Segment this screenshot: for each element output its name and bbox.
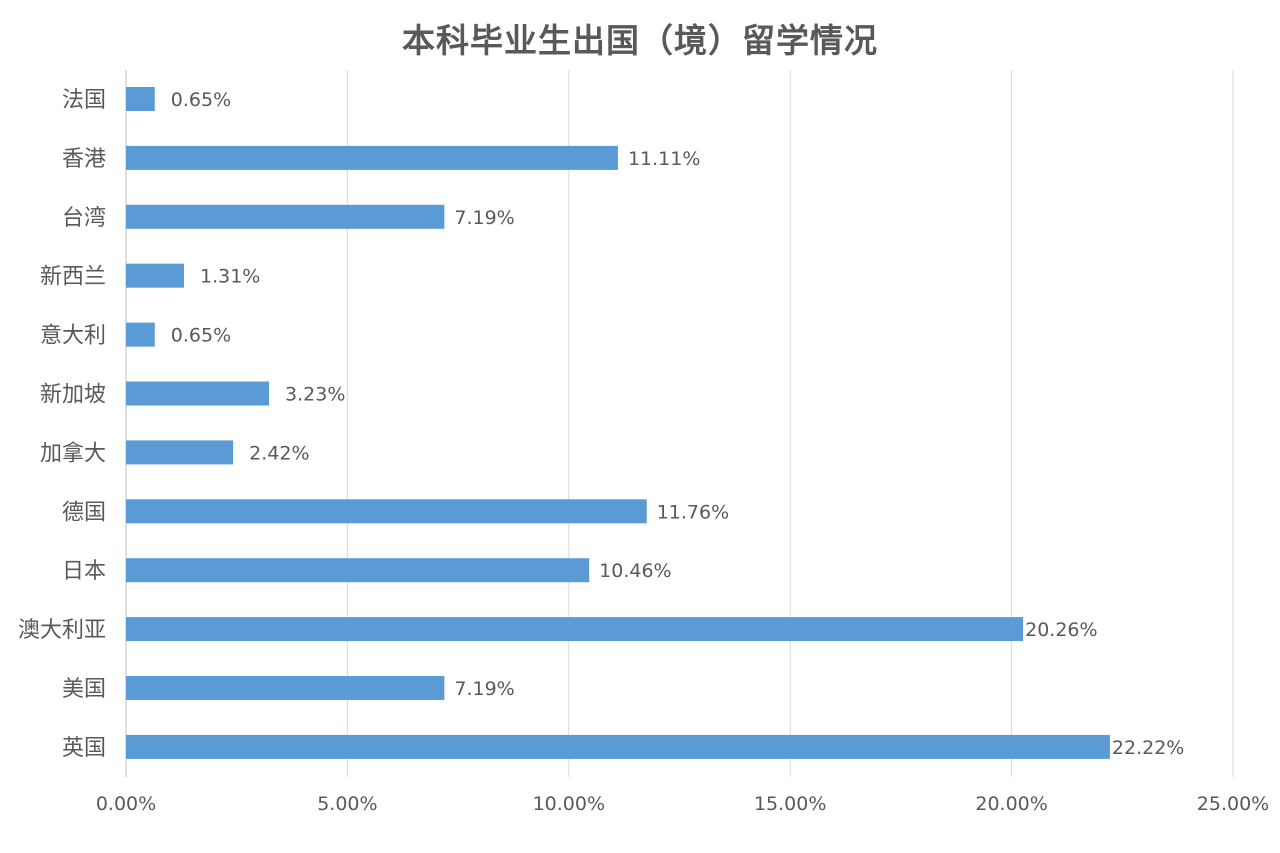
- x-tick-label: 25.00%: [1197, 793, 1269, 815]
- bar: [126, 322, 155, 347]
- data-label: 7.19%: [454, 207, 514, 229]
- category-label: 美国: [62, 677, 106, 702]
- data-label: 22.22%: [1112, 737, 1184, 759]
- bar: [126, 558, 590, 583]
- bar: [126, 676, 445, 700]
- bar: [126, 87, 155, 111]
- data-label: 20.26%: [1025, 619, 1097, 641]
- category-label: 日本: [62, 559, 106, 584]
- category-label: 澳大利亚: [18, 618, 106, 643]
- bar: [126, 145, 618, 170]
- data-label: 11.76%: [657, 501, 729, 523]
- x-tick-label: 15.00%: [754, 793, 826, 815]
- bar: [126, 617, 1024, 642]
- x-tick-label: 10.00%: [533, 793, 605, 815]
- bar: [126, 440, 234, 465]
- chart-title: 本科毕业生出国（境）留学情况: [402, 21, 878, 60]
- bar: [126, 734, 1110, 759]
- category-label: 香港: [62, 147, 106, 172]
- data-label: 0.65%: [171, 325, 231, 347]
- category-label: 法国: [62, 88, 106, 113]
- category-label: 台湾: [62, 206, 106, 231]
- x-tick-label: 20.00%: [975, 793, 1047, 815]
- bar: [126, 263, 185, 288]
- category-label: 德国: [62, 500, 106, 525]
- category-label: 新西兰: [40, 265, 106, 290]
- x-tick-label: 0.00%: [96, 793, 156, 815]
- x-tick-label: 5.00%: [317, 793, 377, 815]
- bar: [126, 381, 270, 406]
- data-label: 7.19%: [454, 678, 514, 700]
- category-label: 英国: [62, 736, 106, 761]
- bar: [126, 499, 647, 524]
- data-label: 2.42%: [249, 442, 309, 464]
- data-label: 0.65%: [171, 89, 231, 111]
- category-label: 意大利: [40, 324, 106, 349]
- data-label: 3.23%: [285, 384, 345, 406]
- data-label: 1.31%: [200, 266, 260, 288]
- category-label: 加拿大: [40, 440, 106, 466]
- data-label: 10.46%: [599, 560, 671, 582]
- category-label: 新加坡: [40, 383, 106, 408]
- data-label: 11.11%: [628, 148, 700, 170]
- bar: [126, 204, 445, 229]
